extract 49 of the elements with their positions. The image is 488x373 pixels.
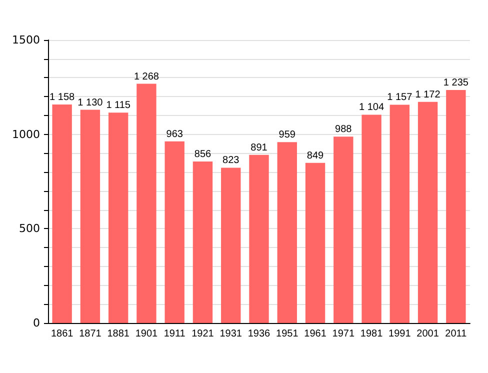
data-label: 1 172 [415, 89, 441, 100]
x-tick-label: 2001 [416, 328, 440, 340]
data-label: 1 130 [78, 97, 104, 108]
data-label: 963 [166, 128, 184, 140]
x-tick-label: 1931 [220, 328, 242, 340]
bar [362, 114, 382, 323]
x-tick-label: 1881 [107, 328, 130, 340]
x-tick-label: 1936 [248, 328, 271, 340]
data-label: 988 [335, 124, 352, 136]
data-label: 1 104 [359, 102, 384, 114]
bar [334, 136, 354, 323]
bar [192, 162, 213, 323]
x-tick-label: 1871 [79, 328, 102, 340]
x-tick-label: 1921 [192, 328, 214, 340]
y-tick-label: 1500 [12, 34, 40, 46]
bar [277, 142, 297, 323]
bar [418, 102, 438, 323]
bar [390, 104, 410, 323]
data-label: 1 157 [387, 92, 413, 104]
x-tick-label: 2011 [445, 328, 468, 340]
x-tick-label: 1971 [332, 328, 355, 340]
x-tick-label: 1991 [388, 328, 412, 340]
data-label: 959 [278, 130, 296, 141]
x-tick-label: 1911 [164, 328, 186, 340]
data-label: 1 158 [50, 92, 76, 104]
bar [136, 84, 156, 323]
bar [221, 168, 241, 323]
x-tick-label: 1861 [50, 328, 74, 340]
y-tick-label: 0 [33, 316, 40, 330]
x-tick-label: 1951 [276, 328, 299, 340]
bar [80, 110, 100, 323]
data-label: 849 [306, 150, 324, 162]
bar [52, 104, 72, 323]
y-tick-label: 1000 [12, 128, 40, 141]
data-label: 1 268 [134, 71, 160, 82]
x-tick-label: 1981 [360, 328, 384, 340]
bar [446, 90, 466, 323]
data-label: 823 [222, 155, 240, 166]
x-tick-label: 1961 [304, 328, 327, 340]
bar [305, 162, 326, 323]
y-tick-label: 500 [19, 222, 40, 236]
bar [108, 112, 128, 323]
x-tick-label: 1901 [135, 328, 158, 340]
data-label: 1 235 [443, 77, 469, 88]
data-label: 856 [194, 149, 212, 160]
data-label: 1 115 [106, 100, 131, 112]
bar [164, 141, 184, 323]
data-label: 891 [250, 142, 268, 154]
bar [249, 154, 269, 323]
